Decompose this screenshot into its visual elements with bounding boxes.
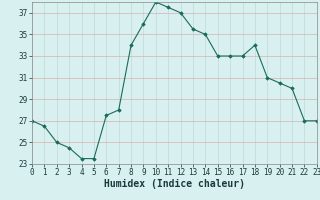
X-axis label: Humidex (Indice chaleur): Humidex (Indice chaleur) [104,179,245,189]
